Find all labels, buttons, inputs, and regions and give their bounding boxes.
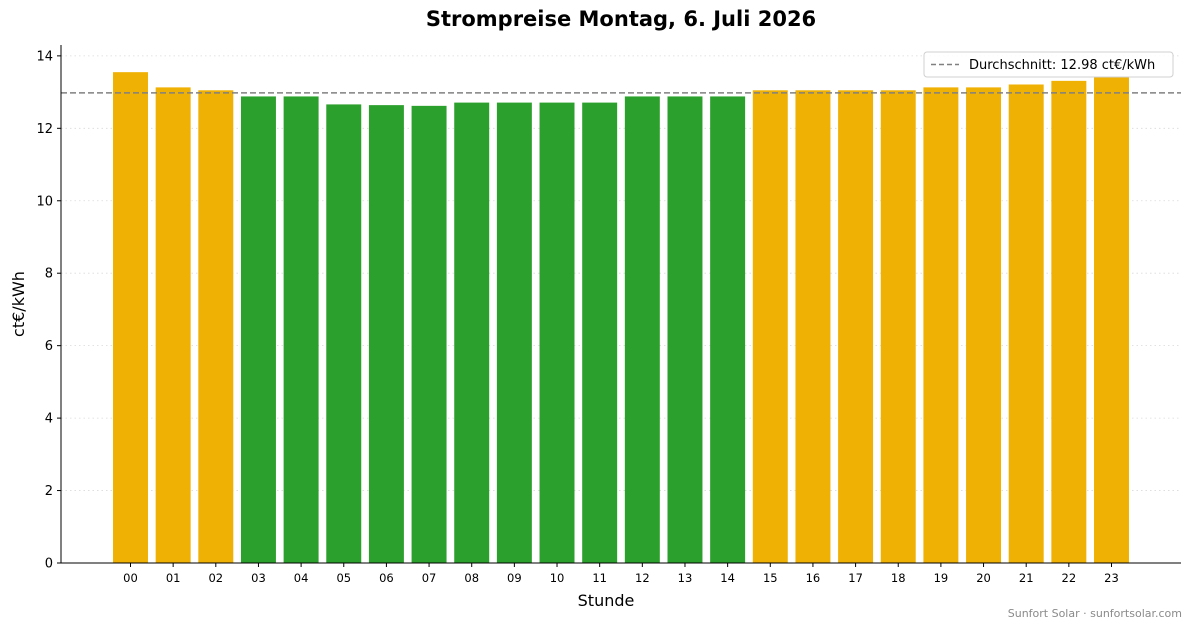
bar-hour-04	[283, 96, 319, 564]
y-tick-label: 12	[36, 122, 53, 137]
bar-hour-08	[454, 102, 490, 564]
bar-hour-02	[198, 90, 234, 563]
x-tick-label: 22	[1062, 571, 1077, 585]
x-tick-label: 13	[678, 571, 693, 585]
x-tick-label: 02	[208, 571, 223, 585]
x-tick-label: 07	[422, 571, 437, 585]
y-axis-label: ct€/kWh	[9, 271, 28, 337]
bar-hour-18	[880, 90, 916, 563]
bar-hour-05	[326, 104, 362, 564]
x-tick-label: 04	[294, 571, 309, 585]
axes	[60, 45, 1181, 564]
x-tick-label: 08	[464, 571, 479, 585]
bar-hour-03	[240, 96, 276, 564]
bar-hour-16	[795, 90, 831, 563]
x-tick-label: 21	[1019, 571, 1034, 585]
y-tick-label: 4	[45, 412, 53, 427]
x-tick-label: 18	[891, 571, 906, 585]
bar-hour-13	[667, 96, 703, 564]
x-tick-label: 03	[251, 571, 266, 585]
legend-box	[923, 51, 1174, 78]
bar-hour-12	[624, 96, 660, 564]
bar-hour-09	[496, 102, 532, 564]
x-tick-label: 19	[934, 571, 949, 585]
bar-hour-06	[368, 105, 404, 563]
bar-hour-21	[1008, 84, 1044, 563]
legend-average-label: Durchschnitt: 12.98 ct€/kWh	[969, 58, 1155, 73]
x-tick-label: 15	[763, 571, 778, 585]
bar-hour-23	[1094, 76, 1129, 564]
bar-hour-15	[752, 90, 788, 563]
bar-hour-22	[1051, 80, 1087, 563]
x-tick-label: 12	[635, 571, 650, 585]
y-tick-label: 6	[45, 339, 53, 354]
y-tick-label: 10	[36, 194, 53, 209]
chart-title: Strompreise Montag, 6. Juli 2026	[426, 7, 816, 31]
y-tick-label: 2	[45, 484, 53, 499]
bar-hour-19	[923, 87, 959, 563]
x-axis-label: Stunde	[578, 591, 635, 610]
x-tick-label: 01	[166, 571, 181, 585]
bar-hour-00	[113, 72, 148, 563]
x-tick-label: 20	[976, 571, 991, 585]
x-tick-label: 09	[507, 571, 522, 585]
x-ticks: 00 01 02 03 04 05 06 07 08 09 10 11 12 13 14 15 16 17 18 19…	[123, 563, 1119, 585]
bar-hour-14	[710, 96, 746, 564]
bar-hour-20	[966, 87, 1002, 563]
x-tick-label: 06	[379, 571, 394, 585]
legend: Durchschnitt: 12.98 ct€/kWh	[923, 51, 1174, 78]
y-tick-label: 8	[45, 267, 53, 282]
bar-hour-07	[411, 105, 447, 563]
x-tick-label: 17	[848, 571, 863, 585]
x-tick-label: 11	[592, 571, 607, 585]
bar-hour-01	[155, 87, 191, 563]
y-tick-label: 14	[36, 49, 53, 64]
bar-hour-10	[539, 102, 575, 564]
x-tick-label: 23	[1104, 571, 1119, 585]
y-tick-label: 0	[45, 557, 53, 572]
x-tick-label: 16	[806, 571, 821, 585]
y-ticks: 0 2 4 6 8 10 12 14	[36, 49, 61, 572]
bar-hour-11	[582, 102, 618, 564]
bars	[113, 72, 1129, 564]
x-tick-label: 14	[720, 571, 735, 585]
bar-hour-17	[838, 90, 874, 563]
x-tick-label: 10	[550, 571, 565, 585]
x-tick-label: 00	[123, 571, 138, 585]
watermark: Sunfort Solar · sunfortsolar.com	[1008, 607, 1182, 620]
x-tick-label: 05	[336, 571, 351, 585]
